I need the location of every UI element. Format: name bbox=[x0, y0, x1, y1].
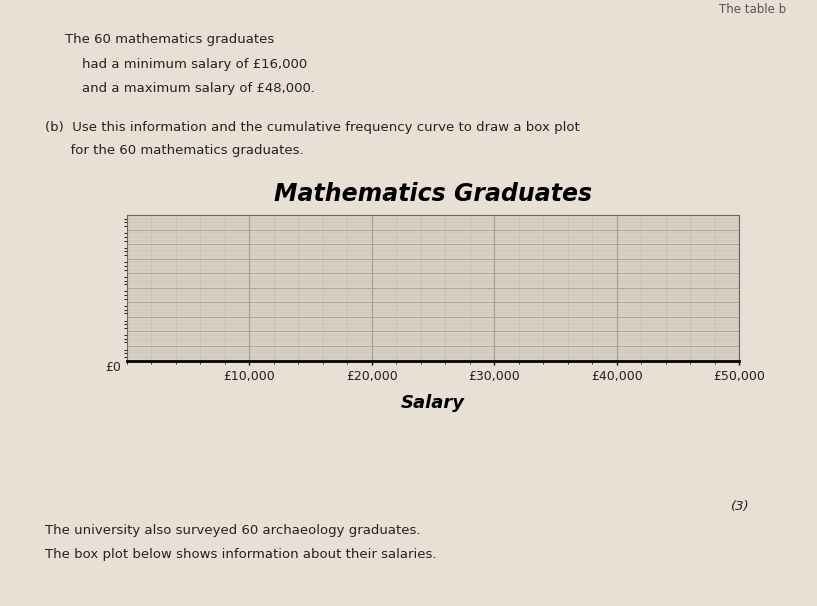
Text: The university also surveyed 60 archaeology graduates.: The university also surveyed 60 archaeol… bbox=[45, 524, 421, 537]
Text: The 60 mathematics graduates: The 60 mathematics graduates bbox=[65, 33, 275, 46]
Text: and a maximum salary of £48,000.: and a maximum salary of £48,000. bbox=[65, 82, 315, 95]
Text: The box plot below shows information about their salaries.: The box plot below shows information abo… bbox=[45, 548, 436, 561]
Text: (3): (3) bbox=[731, 500, 750, 513]
Text: for the 60 mathematics graduates.: for the 60 mathematics graduates. bbox=[45, 144, 304, 157]
Text: (b)  Use this information and the cumulative frequency curve to draw a box plot: (b) Use this information and the cumulat… bbox=[45, 121, 580, 134]
Text: The table b: The table b bbox=[719, 3, 786, 16]
X-axis label: Salary: Salary bbox=[401, 394, 465, 411]
Text: £0: £0 bbox=[105, 361, 121, 373]
Title: Mathematics Graduates: Mathematics Graduates bbox=[274, 182, 592, 206]
Text: had a minimum salary of £16,000: had a minimum salary of £16,000 bbox=[65, 58, 308, 70]
